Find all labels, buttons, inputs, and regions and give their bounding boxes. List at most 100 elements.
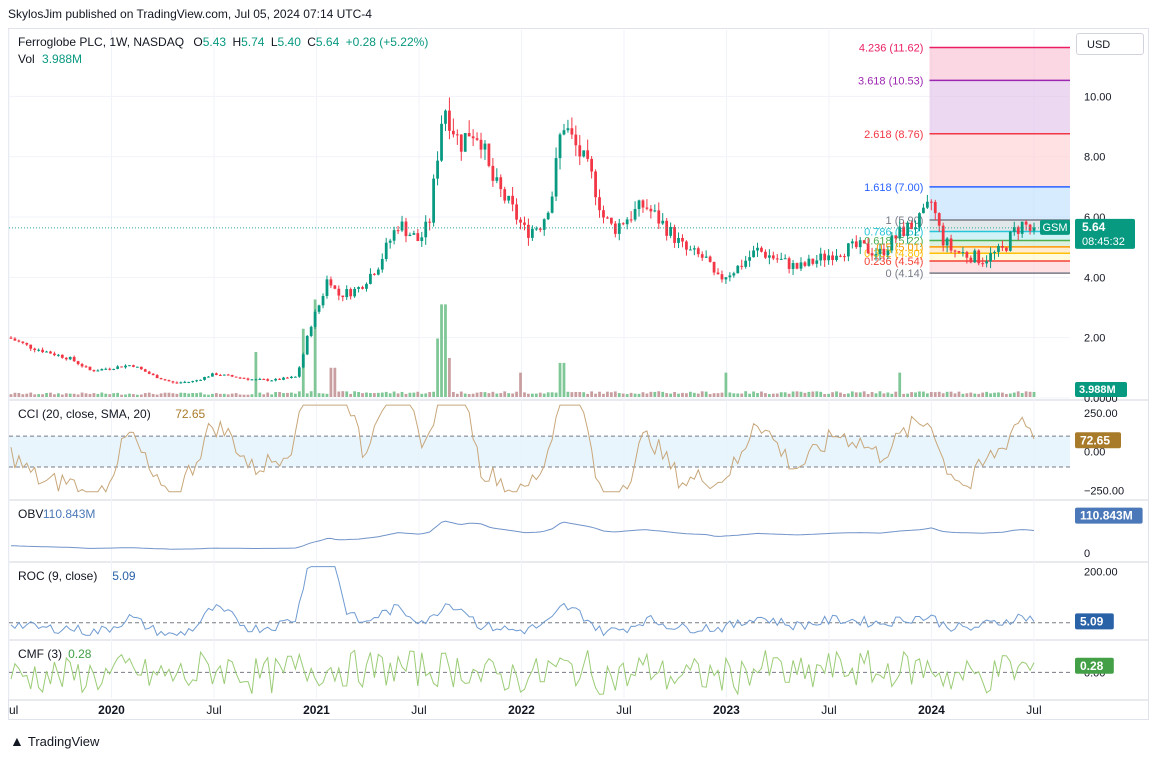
candle-body [886, 250, 890, 256]
volume-bar [274, 392, 278, 397]
volume-bar [33, 394, 37, 397]
candle-body [396, 230, 400, 232]
volume-bar [41, 394, 44, 397]
volume-bar [922, 391, 925, 397]
volume-bar [191, 392, 195, 397]
candle-body [56, 354, 60, 356]
fib-label: 0.618 (5.22) [864, 236, 923, 248]
fib-zone [929, 220, 1070, 232]
candle-body [325, 279, 329, 296]
volume-bar [558, 362, 562, 397]
candle-body [685, 241, 688, 250]
candle-body [155, 375, 159, 379]
volume-bar [775, 393, 779, 397]
candle-body [250, 379, 254, 381]
volume-bar [815, 391, 819, 397]
candle-body [116, 366, 120, 369]
candle-body [84, 366, 88, 368]
volume-bar [945, 391, 949, 397]
price-tick-label: 10.00 [1084, 91, 1112, 103]
volume-bar [175, 393, 179, 397]
candle-body [878, 248, 882, 255]
candle-body [333, 285, 337, 289]
x-tick-label: 2020 [98, 703, 125, 717]
candle-body [317, 305, 321, 312]
candle-body [609, 217, 613, 224]
footer-brand[interactable]: ▲ TradingView [10, 733, 99, 749]
candle-body [278, 378, 281, 380]
candle-body [854, 241, 858, 248]
candle-body [720, 274, 724, 280]
candle-body [412, 233, 416, 235]
candle-body [13, 338, 17, 341]
candle-body [37, 349, 41, 351]
candle-body [598, 197, 601, 211]
candle-body [246, 378, 250, 380]
volume-bar [203, 394, 206, 397]
candle-body [590, 158, 594, 172]
candle-body [846, 243, 850, 257]
candle-body [388, 240, 392, 243]
candle-body [704, 256, 708, 258]
volume-bar [791, 391, 795, 397]
candle-body [64, 357, 68, 360]
volume-bar [143, 393, 147, 397]
candle-body [681, 237, 684, 242]
volume-bar [88, 393, 92, 397]
candle-body [519, 219, 522, 223]
volume-bar [400, 391, 404, 397]
fib-zone [929, 80, 1070, 134]
candle-body [321, 295, 325, 306]
candle-body [977, 250, 981, 264]
fib-zone [929, 231, 1070, 241]
candle-body [25, 342, 29, 345]
volume-bar [1008, 393, 1012, 397]
candle-body [613, 223, 617, 234]
volume-bar [819, 391, 823, 397]
volume-bar [657, 391, 661, 397]
volume-bar [665, 393, 669, 397]
candle-body [459, 134, 463, 152]
candle-body [491, 165, 495, 181]
volume-bar [179, 392, 183, 397]
volume-bar [68, 393, 72, 397]
candle-body [17, 340, 21, 342]
cmf-badge-value: 0.28 [1080, 659, 1104, 673]
fib-zone [929, 261, 1070, 274]
volume-bar [1028, 391, 1032, 397]
candle-body [870, 253, 874, 256]
volume-bar [882, 393, 886, 397]
volume-bar [53, 394, 56, 397]
volume-bar [325, 393, 329, 397]
candle-body [479, 139, 483, 150]
volume-bar [606, 391, 609, 397]
candle-body [444, 110, 447, 124]
volume-bar [874, 393, 878, 397]
volume-bar [538, 392, 542, 397]
axes: 10.008.006.004.002.000.00005.6408:45:323… [9, 91, 1143, 717]
candle-body [108, 368, 112, 370]
volume-bar [692, 392, 696, 397]
volume-bar [973, 393, 977, 397]
volume-bar [436, 338, 439, 397]
volume-bar [428, 392, 432, 397]
volume-bar [530, 393, 534, 397]
candle-body [578, 145, 582, 157]
volume-bar [139, 394, 143, 397]
candle-body [1008, 231, 1012, 251]
currency-button[interactable]: USD [1076, 33, 1144, 55]
candle-body [740, 265, 744, 267]
volume-bar [981, 392, 985, 397]
volume-bar [929, 391, 933, 397]
volume-bar [890, 393, 894, 397]
volume-bar [523, 392, 526, 397]
candle-body [274, 378, 278, 381]
volume-bar [309, 391, 313, 397]
roc-legend: ROC (9, close) [18, 569, 97, 583]
volume-legend: Vol 3.988M [18, 52, 82, 66]
candle-body [799, 262, 803, 269]
obv-legend-value: 110.843M [43, 507, 95, 521]
volume-bar [1024, 391, 1028, 397]
volume-bar [850, 391, 854, 397]
